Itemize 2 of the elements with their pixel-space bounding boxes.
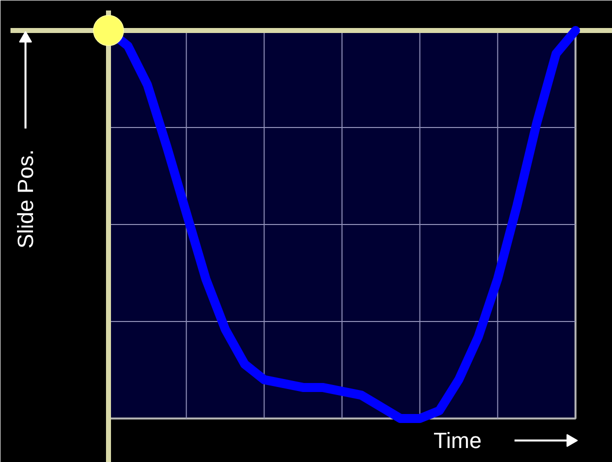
x-axis-title: Time xyxy=(434,428,482,453)
y-axis-title: Slide Pos. xyxy=(13,149,38,248)
